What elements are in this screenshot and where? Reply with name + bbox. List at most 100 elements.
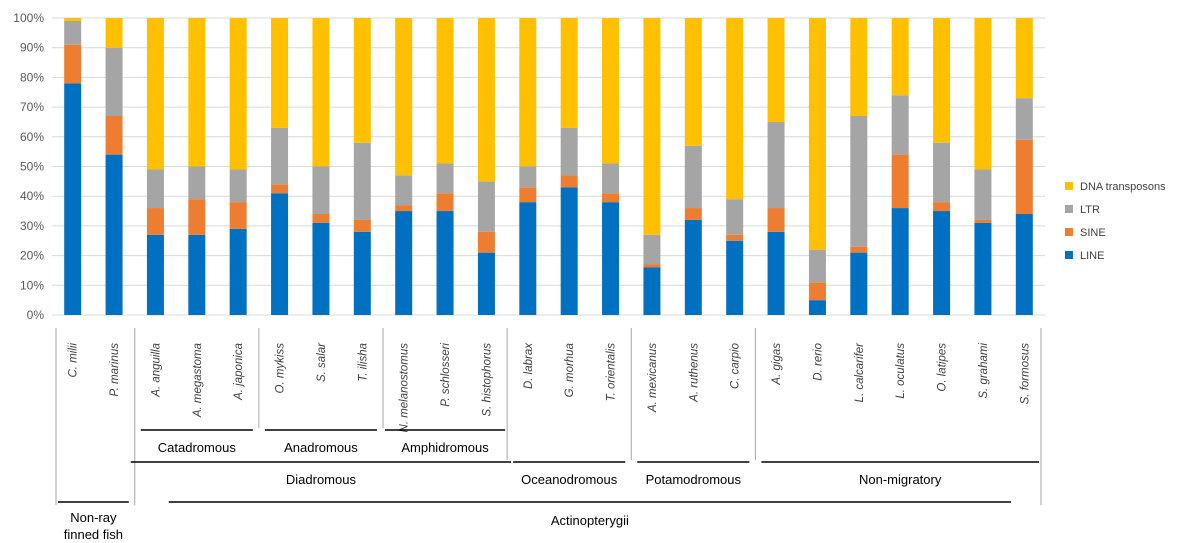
y-tick-label: 60% <box>20 130 44 144</box>
bar-stack-n-melanostomus <box>395 18 413 315</box>
species-label: D. labrax <box>523 342 535 389</box>
bar-stack-a-ruthenus <box>684 18 702 315</box>
species-label: D. rerio <box>812 342 824 380</box>
bar-segment-line <box>312 222 330 315</box>
bar-segment-sine <box>312 214 330 223</box>
bar-segment-line <box>726 240 744 315</box>
bar-stack-s-grahami <box>974 18 992 315</box>
bar-stack-c-carpio <box>726 18 744 315</box>
bar-stack-a-megastoma <box>188 18 206 315</box>
group-label-potamodromous: Potamodromous <box>646 472 742 487</box>
bar-segment-dna-transposons <box>643 18 661 235</box>
bar-segment-sine <box>105 116 123 155</box>
y-axis-ticks: 0% 10% 20% 30% 40% 50% 60% 70% 80% 90% 100% <box>13 11 44 322</box>
legend-swatch-sine <box>1065 228 1073 236</box>
bar-stack-c-milii <box>64 18 82 315</box>
bar-segment-sine <box>974 219 992 223</box>
bar-stack-l-oculatus <box>891 18 909 315</box>
bar-segment-line <box>146 234 164 315</box>
bar-segment-dna-transposons <box>188 18 206 167</box>
species-label: C. carpio <box>730 342 742 389</box>
bar-segment-sine <box>188 199 206 235</box>
bar-segment-dna-transposons <box>684 18 702 146</box>
bar-segment-dna-transposons <box>1015 18 1033 99</box>
y-tick-label: 20% <box>20 249 44 263</box>
bar-segment-ltr <box>229 169 247 203</box>
bar-segment-dna-transposons <box>602 18 620 164</box>
bar-segment-dna-transposons <box>767 18 785 122</box>
bar-segment-sine <box>808 282 826 301</box>
group-label-anadromous: Anadromous <box>284 440 358 455</box>
species-label: A. gigas <box>771 343 783 386</box>
bar-segment-ltr <box>477 181 495 232</box>
bar-segment-line <box>891 208 909 315</box>
y-tick-label: 90% <box>20 41 44 55</box>
bar-segment-ltr <box>395 175 413 206</box>
bar-segment-ltr <box>436 163 454 194</box>
bar-stack-o-latipes <box>933 18 951 315</box>
bar-segment-ltr <box>767 121 785 209</box>
y-tick-label: 0% <box>27 308 45 322</box>
group-label-non-ray-finned-fish: Non-ray finned fish <box>64 510 123 542</box>
bar-segment-line <box>602 202 620 315</box>
bar-segment-ltr <box>850 116 868 247</box>
bar-segment-dna-transposons <box>519 18 537 167</box>
y-tick-label: 40% <box>20 189 44 203</box>
bar-segment-line <box>560 187 578 315</box>
bar-segment-sine <box>146 208 164 235</box>
group-label-amphidromous: Amphidromous <box>401 440 489 455</box>
bar-segment-sine <box>726 234 744 241</box>
species-label: O. mykiss <box>275 343 287 394</box>
bar-segment-dna-transposons <box>726 18 744 200</box>
bar-segment-ltr <box>188 166 206 200</box>
species-label: A. megastoma <box>192 343 204 418</box>
species-label: P. schlosseri <box>440 343 452 407</box>
bar-segment-ltr <box>602 163 620 194</box>
bar-segment-sine <box>850 246 868 253</box>
bar-segment-dna-transposons <box>105 18 123 48</box>
bar-segment-sine <box>891 154 909 209</box>
bar-segment-line <box>229 228 247 315</box>
bar-segment-sine <box>1015 139 1033 215</box>
bar-stack-s-salar <box>312 18 330 315</box>
bar-segment-line <box>64 83 82 315</box>
bar-segment-line <box>271 193 289 315</box>
y-tick-label: 80% <box>20 70 44 84</box>
bar-segment-line <box>684 219 702 315</box>
bar-segment-sine <box>684 208 702 220</box>
y-tick-label: 30% <box>20 219 44 233</box>
species-label: C. milii <box>68 343 80 378</box>
bar-stack-d-rerio <box>808 18 826 315</box>
bar-stack-l-calcarifer <box>850 18 868 315</box>
bar-stack-a-mexicanus <box>643 18 661 315</box>
bar-segment-sine <box>353 219 371 232</box>
bar-segment-sine <box>519 187 537 203</box>
species-label: A. ruthenus <box>688 343 700 403</box>
bar-segment-sine <box>560 175 578 188</box>
group-label-catadromous: Catadromous <box>158 440 237 455</box>
bar-segment-dna-transposons <box>64 18 82 21</box>
bar-segment-ltr <box>353 142 371 220</box>
bar-segment-ltr <box>1015 98 1033 140</box>
bar-segment-dna-transposons <box>146 18 164 170</box>
bar-segment-line <box>974 222 992 315</box>
bar-segment-ltr <box>519 166 537 188</box>
bar-segment-dna-transposons <box>436 18 454 164</box>
bar-segment-line <box>105 154 123 315</box>
group-label-actinopterygii: Actinopterygii <box>551 513 629 528</box>
bar-segment-ltr <box>726 199 744 235</box>
bar-stack-a-gigas <box>767 18 785 315</box>
bar-segment-line <box>933 211 951 315</box>
group-brackets: Non-ray finned fish Catadromous Anadromous A… <box>55 328 1042 542</box>
bar-segment-ltr <box>643 234 661 265</box>
species-label: L. oculatus <box>895 343 907 399</box>
bar-segment-dna-transposons <box>560 18 578 128</box>
legend-label-line: LINE <box>1080 250 1104 262</box>
bar-segment-sine <box>436 193 454 212</box>
y-tick-label: 100% <box>13 11 44 25</box>
bar-stack-o-mykiss <box>271 18 289 315</box>
legend-swatch-dna-transposons <box>1065 182 1073 190</box>
legend-label-ltr: LTR <box>1080 204 1100 216</box>
bar-segment-ltr <box>933 142 951 203</box>
